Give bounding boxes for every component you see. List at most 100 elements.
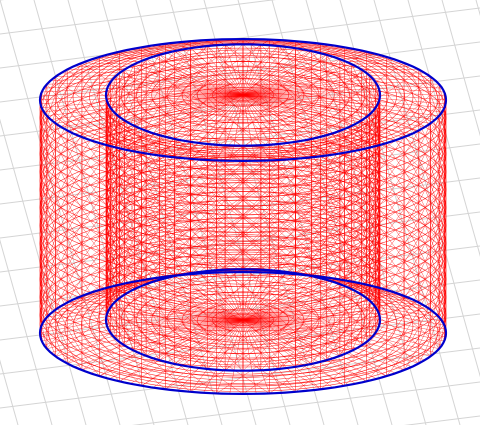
- bottom-cap-annulus-spoke: [379, 319, 447, 334]
- top-cap-annulus-spoke: [351, 125, 405, 138]
- grid-line: [0, 0, 121, 425]
- inner-shell-diagonal: [134, 125, 341, 356]
- top-cap-annulus-spoke: [50, 78, 114, 81]
- bottom-cap-disk-spoke: [124, 294, 244, 321]
- bottom-cap-disk-spoke: [242, 319, 379, 327]
- top-cap-disk-spoke: [113, 78, 244, 96]
- top-cap-annulus-spoke: [365, 117, 426, 128]
- top-cap-disk-spoke: [242, 78, 373, 96]
- bottom-cap-annulus-spoke: [203, 369, 217, 393]
- top-cap-disk-spoke: [233, 94, 244, 146]
- bottom-cap-annulus-spoke: [141, 363, 175, 386]
- top-cap-annulus-spoke: [339, 56, 387, 60]
- bottom-cap-disk-spoke: [242, 319, 347, 354]
- bottom-cap-disk-spoke: [216, 270, 244, 321]
- bottom-cap-disk-spoke: [242, 319, 366, 343]
- bottom-cap-annulus-spoke: [333, 357, 377, 379]
- inner-shell-diagonal: [260, 81, 381, 371]
- top-cap-disk-spoke: [242, 69, 362, 96]
- inner-shell-diagonal: [242, 44, 381, 327]
- bottom-cap-disk-spoke: [207, 270, 244, 321]
- bottom-cap-disk-spoke: [242, 319, 327, 361]
- bottom-cap-disk-spoke: [242, 319, 357, 349]
- bottom-cap-annulus-spoke: [90, 353, 141, 374]
- bottom-cap-annulus-spoke: [46, 332, 111, 349]
- bottom-cap-annulus-spoke: [60, 297, 121, 307]
- outer-shell-diagonal: [295, 41, 447, 357]
- inner-shell-diagonal: [105, 54, 160, 356]
- top-cap-annulus-spoke: [119, 51, 160, 55]
- bottom-cap-annulus-spoke: [43, 329, 109, 346]
- bottom-cap-annulus-spoke: [361, 345, 419, 364]
- top-cap-disk-spoke: [242, 61, 347, 96]
- top-cap-annulus-spoke: [141, 47, 175, 52]
- top-cap-disk-spoke: [116, 94, 244, 115]
- bottom-cap-disk-spoke: [166, 319, 244, 363]
- outer-shell-diagonal: [320, 69, 447, 390]
- top-cap-annulus-spoke: [130, 49, 167, 54]
- top-cap-disk-spoke: [242, 94, 279, 145]
- top-cap-annulus-spoke: [141, 138, 175, 153]
- inner-shell-diagonal: [105, 44, 244, 327]
- top-cap-disk-spoke: [242, 63, 352, 96]
- top-cap-annulus-spoke: [119, 135, 160, 149]
- outer-shell-ring: [39, 227, 447, 350]
- bottom-cap-disk-spoke: [108, 309, 244, 321]
- bottom-cap-annulus-spoke: [345, 286, 396, 294]
- top-cap-disk-spoke: [242, 94, 340, 132]
- top-cap-annulus-spoke: [165, 141, 191, 157]
- bottom-cap-disk-spoke: [242, 319, 334, 359]
- inner-shell-diagonal: [145, 63, 352, 285]
- outer-shell-diagonal: [39, 84, 217, 394]
- top-cap-annulus-spoke: [356, 122, 412, 135]
- top-cap-annulus-spoke: [351, 62, 405, 65]
- bottom-cap-annulus-spoke: [375, 332, 440, 349]
- top-cap-disk-spoke: [190, 94, 244, 142]
- bottom-cap-disk-spoke: [242, 319, 373, 337]
- outer-shell-diagonal: [141, 76, 431, 281]
- bottom-cap-disk-spoke: [242, 316, 380, 321]
- bottom-cap-annulus-spoke: [130, 361, 167, 384]
- outer-shell-diagonal: [165, 84, 440, 277]
- inner-top-edge: [104, 43, 382, 147]
- top-cap-disk-spoke: [242, 45, 270, 96]
- bottom-cap-disk-spoke: [107, 313, 244, 321]
- bottom-cap-annulus-spoke: [67, 345, 125, 364]
- bottom-cap-disk-spoke: [242, 269, 262, 321]
- top-cap-annulus-spoke: [295, 141, 321, 157]
- bottom-cap-disk-spoke: [146, 319, 244, 357]
- bottom-cap-disk-spoke: [242, 288, 352, 321]
- grid-line: [407, 0, 480, 257]
- outer-shell-diagonal: [269, 84, 447, 394]
- top-cap-disk-spoke: [108, 84, 244, 96]
- bottom-cap-annulus-spoke: [177, 367, 200, 391]
- bottom-cap-annulus-spoke: [260, 370, 270, 394]
- outer-shell-diagonal: [242, 38, 447, 341]
- grid-line: [373, 0, 480, 378]
- bottom-cap-disk-spoke: [174, 319, 244, 365]
- top-cap-disk-spoke: [242, 94, 320, 138]
- inner-shell-diagonal: [242, 88, 381, 371]
- bottom-cap-disk-spoke: [242, 275, 312, 321]
- top-cap-disk-spoke: [216, 94, 244, 145]
- bottom-cap-annulus-spoke: [319, 361, 356, 384]
- top-cap-annulus-spoke: [311, 138, 345, 153]
- top-cap-annulus-spoke: [43, 84, 109, 89]
- top-cap-disk-spoke: [242, 88, 379, 96]
- bottom-cap-annulus-spoke: [81, 288, 135, 297]
- top-cap-disk-spoke: [190, 48, 244, 96]
- bottom-cap-disk-spoke: [110, 319, 244, 334]
- bottom-cap-annulus-spoke: [339, 355, 387, 377]
- inner-shell-ring: [105, 87, 381, 190]
- top-cap-disk-spoke: [134, 94, 244, 127]
- bottom-cap-disk-spoke: [182, 319, 244, 366]
- top-cap-annulus-spoke: [375, 107, 440, 116]
- top-cap-disk-spoke: [242, 94, 357, 124]
- bottom-cap-disk-spoke: [242, 300, 370, 321]
- inner-shell-diagonal: [190, 81, 376, 274]
- top-cap-annulus-spoke: [109, 132, 153, 146]
- inner-shell-diagonal: [124, 54, 327, 295]
- top-cap-annulus-spoke: [379, 94, 447, 101]
